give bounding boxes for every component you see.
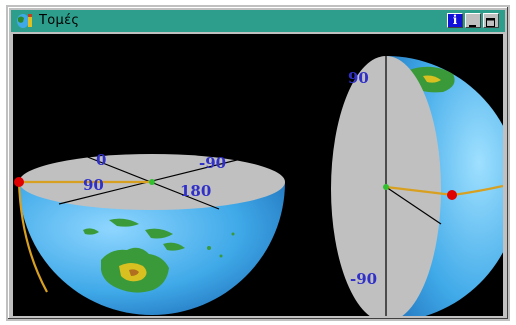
- minimize-icon: [469, 25, 476, 27]
- info-button[interactable]: i: [447, 13, 463, 28]
- right-green-marker[interactable]: [383, 184, 389, 190]
- left-labels: 0 -90 90 180: [83, 151, 226, 200]
- label-minus-90: -90: [199, 154, 226, 172]
- label-bottom-minus-90: -90: [350, 270, 377, 288]
- label-90: 90: [83, 176, 104, 194]
- right-labels: 90 -90: [348, 69, 377, 288]
- right-red-marker[interactable]: [447, 190, 457, 200]
- maximize-icon: [486, 18, 495, 27]
- window-title: Τομές: [39, 13, 80, 28]
- title-bar[interactable]: Τομές i: [11, 10, 505, 32]
- australia-landmass: [101, 247, 169, 293]
- left-green-marker[interactable]: [149, 179, 155, 185]
- app-window: Τομές i: [6, 5, 516, 322]
- left-red-marker[interactable]: [14, 177, 24, 187]
- app-icon[interactable]: [15, 12, 35, 30]
- left-hemisphere-body: [19, 182, 285, 315]
- right-hemisphere: 90 -90: [331, 56, 516, 322]
- maximize-button[interactable]: [483, 13, 499, 28]
- islands: [83, 218, 235, 258]
- globe-canvas[interactable]: 0 -90 90 180: [13, 34, 516, 322]
- label-180: 180: [180, 182, 211, 200]
- left-orbit-path: [17, 180, 152, 293]
- info-icon: i: [452, 13, 458, 27]
- label-0: 0: [96, 151, 106, 169]
- globe-sections-svg: 0 -90 90 180: [14, 56, 516, 322]
- left-hemisphere: 0 -90 90 180: [14, 151, 285, 315]
- minimize-button[interactable]: [465, 13, 481, 28]
- label-top-90: 90: [348, 69, 369, 87]
